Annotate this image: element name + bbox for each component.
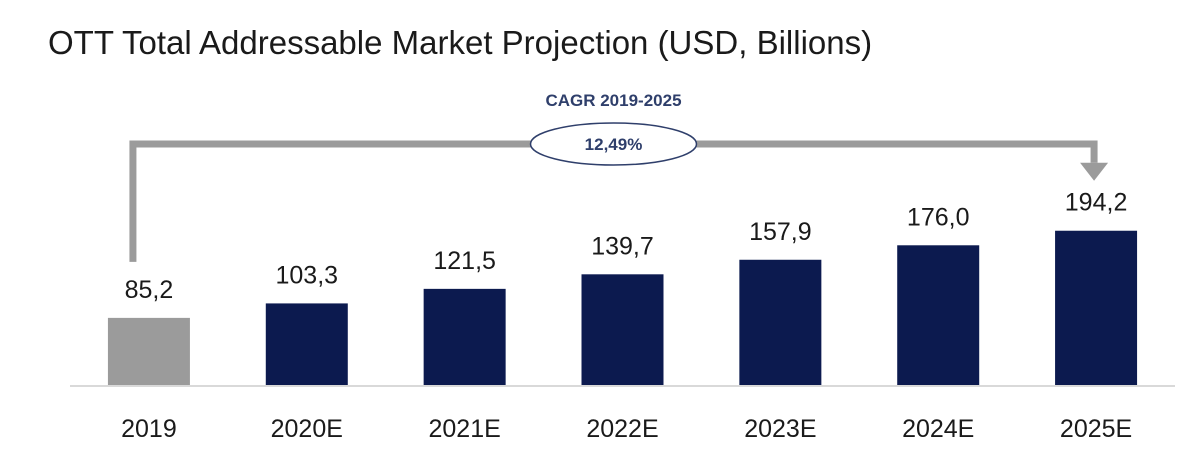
x-tick-label-2021e: 2021E (428, 415, 500, 443)
cagr-value: 12,49% (585, 135, 643, 154)
bar-2022e (581, 274, 664, 386)
chart-title: OTT Total Addressable Market Projection … (48, 24, 873, 61)
cagr-arrowhead (1080, 162, 1109, 181)
value-label-2020e: 103,3 (276, 261, 339, 289)
cagr-label: CAGR 2019-2025 (545, 91, 681, 110)
bar-2024e (897, 245, 980, 386)
bar-2021e (423, 288, 506, 386)
value-label-2022e: 139,7 (591, 232, 654, 260)
bar-2020e (265, 303, 348, 386)
value-label-2025e: 194,2 (1065, 189, 1128, 217)
x-tick-label-2025e: 2025E (1060, 415, 1132, 443)
cagr-value-ellipse (529, 122, 698, 166)
x-tick-label-2022e: 2022E (586, 415, 658, 443)
bar-2019 (107, 317, 190, 386)
x-tick-label-2019: 2019 (121, 415, 177, 443)
x-tick-labels-group: 2019 2020E 2021E 2022E 2023E 2024E 2025E (121, 415, 1132, 443)
value-label-2023e: 157,9 (749, 218, 812, 246)
value-labels-group: 85,2 103,3 121,5 139,7 157,9 176,0 194,2 (125, 189, 1128, 304)
bars-group (107, 230, 1138, 386)
x-tick-label-2020e: 2020E (271, 415, 343, 443)
value-label-2019: 85,2 (125, 276, 174, 304)
cagr-annotation: CAGR 2019-2025 12,49% (129, 91, 1109, 262)
bar-2025e (1055, 230, 1138, 386)
bar-2023e (739, 259, 822, 386)
x-tick-label-2024e: 2024E (902, 415, 974, 443)
x-tick-label-2023e: 2023E (744, 415, 816, 443)
value-label-2021e: 121,5 (433, 247, 496, 275)
value-label-2024e: 176,0 (907, 203, 970, 231)
